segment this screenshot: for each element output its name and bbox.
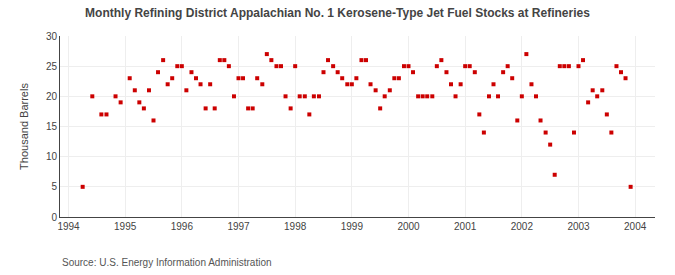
svg-text:2002: 2002 xyxy=(511,221,534,232)
svg-text:1994: 1994 xyxy=(57,221,80,232)
svg-text:1995: 1995 xyxy=(114,221,137,232)
svg-text:1998: 1998 xyxy=(284,221,307,232)
svg-text:30: 30 xyxy=(46,31,58,42)
svg-text:Thousand Barrels: Thousand Barrels xyxy=(18,83,30,170)
svg-text:Source: U.S. Energy Informatio: Source: U.S. Energy Information Administ… xyxy=(62,257,272,268)
svg-text:2001: 2001 xyxy=(454,221,477,232)
svg-text:1997: 1997 xyxy=(227,221,250,232)
svg-text:2004: 2004 xyxy=(624,221,647,232)
svg-text:10: 10 xyxy=(46,151,58,162)
svg-text:5: 5 xyxy=(51,181,57,192)
svg-text:1996: 1996 xyxy=(171,221,194,232)
svg-text:Monthly Refining District Appa: Monthly Refining District Appalachian No… xyxy=(85,6,590,20)
svg-text:15: 15 xyxy=(46,121,58,132)
svg-text:25: 25 xyxy=(46,61,58,72)
svg-text:0: 0 xyxy=(51,212,57,223)
svg-text:1999: 1999 xyxy=(341,221,364,232)
svg-text:2003: 2003 xyxy=(567,221,590,232)
svg-text:20: 20 xyxy=(46,91,58,102)
svg-text:2000: 2000 xyxy=(397,221,420,232)
